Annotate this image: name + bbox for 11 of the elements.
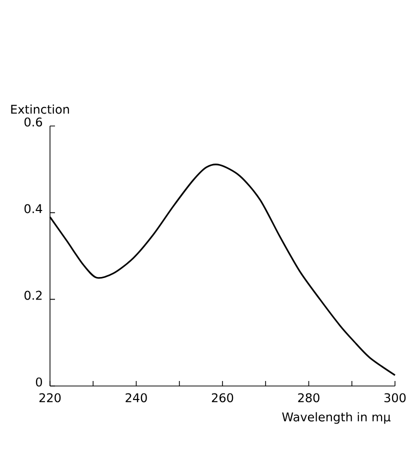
y-tick-label: 0 xyxy=(36,377,42,387)
y-axis-title: Extinction xyxy=(11,104,69,114)
y-tick-label: 0.6 xyxy=(24,117,42,127)
y-tick-label: 0.2 xyxy=(24,290,42,300)
x-axis-title: Wavelength in mμ xyxy=(282,412,390,424)
x-tick-label: 260 xyxy=(212,393,234,402)
x-tick-label: 280 xyxy=(298,393,320,402)
y-tick-label: 0.4 xyxy=(24,204,42,214)
x-tick-label: 300 xyxy=(384,393,406,402)
x-tick-label: 220 xyxy=(39,393,61,402)
x-tick-label: 240 xyxy=(126,393,147,402)
